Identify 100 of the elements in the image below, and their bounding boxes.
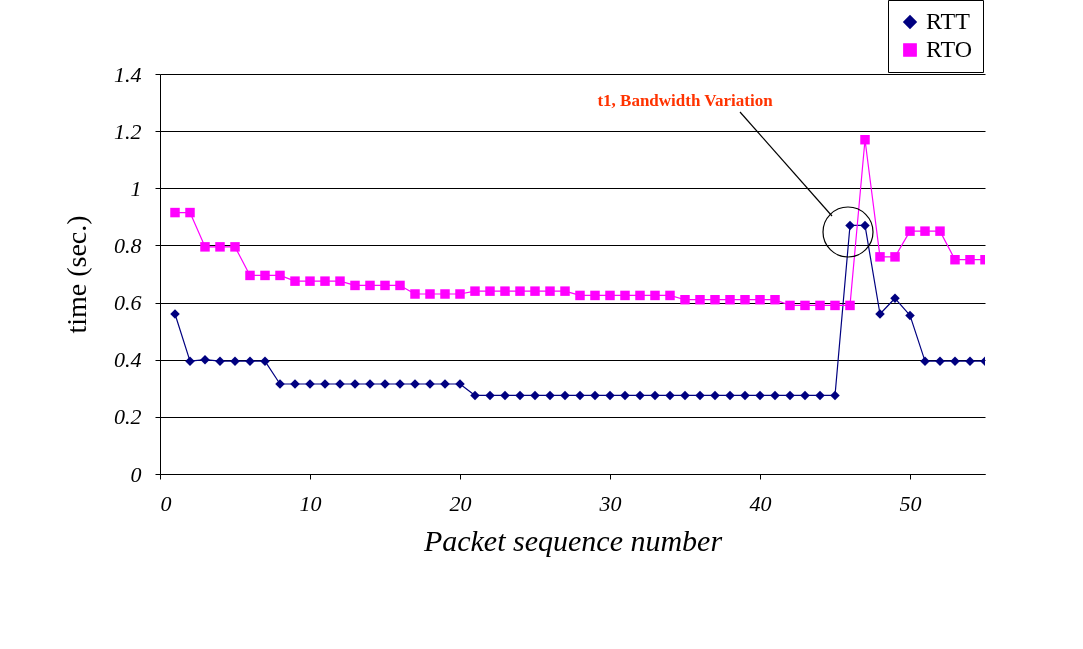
y-tick-label: 1.4 (114, 61, 142, 87)
point (845, 220, 855, 231)
point (410, 289, 420, 299)
point (800, 300, 810, 311)
point (755, 294, 765, 305)
point (575, 390, 585, 401)
point (590, 290, 600, 301)
x-tick-label: 20 (449, 490, 472, 516)
point (665, 290, 675, 301)
point (845, 300, 855, 311)
x-tick-label: 40 (749, 490, 772, 516)
point (515, 390, 525, 401)
point (620, 390, 630, 401)
point (680, 294, 690, 305)
point (215, 242, 225, 252)
point (200, 242, 210, 252)
point (320, 276, 330, 286)
y-tick-label: 0.2 (114, 404, 142, 430)
point (200, 354, 210, 365)
y-tick-label: 0 (130, 461, 142, 487)
point (785, 300, 795, 311)
point (500, 390, 510, 401)
point (590, 390, 600, 401)
x-tick-label: 0 (160, 490, 172, 516)
point (530, 286, 540, 296)
point (305, 276, 315, 286)
legend-label: RTO (926, 36, 973, 62)
x-tick-label: 10 (299, 490, 322, 516)
point (890, 293, 900, 304)
point (185, 207, 195, 218)
point (785, 390, 795, 401)
point (665, 390, 675, 401)
point (605, 390, 615, 401)
point (545, 286, 555, 296)
point (800, 390, 810, 401)
point (815, 390, 825, 401)
point (335, 276, 345, 286)
point (905, 226, 915, 236)
point (755, 390, 765, 401)
point (275, 270, 285, 281)
point (470, 286, 480, 296)
point (440, 289, 450, 299)
point (770, 390, 780, 401)
point (635, 390, 645, 401)
point (935, 226, 945, 236)
point (680, 390, 690, 401)
point (575, 290, 585, 301)
point (230, 242, 240, 252)
point (635, 290, 645, 301)
point (455, 289, 465, 299)
point (170, 207, 180, 218)
point (485, 286, 495, 296)
point (950, 254, 960, 265)
point (350, 280, 360, 291)
point (530, 390, 540, 401)
point (710, 390, 720, 401)
point (290, 276, 300, 286)
point (830, 300, 840, 311)
point (605, 290, 615, 301)
point (515, 286, 525, 296)
x-tick-label: 50 (899, 490, 922, 516)
point (740, 294, 750, 305)
point (830, 390, 840, 401)
point (890, 252, 900, 262)
point (905, 310, 915, 321)
point (860, 220, 870, 231)
point (965, 254, 975, 265)
point (650, 290, 660, 301)
point (560, 286, 570, 296)
point (725, 294, 735, 305)
point (815, 300, 825, 311)
point (725, 390, 735, 401)
annotation: t1, Bandwidth Variation (597, 91, 774, 110)
y-tick-label: 0.4 (114, 347, 142, 373)
point (875, 252, 885, 262)
x-tick-label: 30 (598, 490, 622, 516)
y-tick-label: 1.2 (114, 118, 142, 144)
point (470, 390, 480, 401)
x-axis-title: Packet sequence number (422, 523, 723, 557)
point (365, 280, 375, 291)
point (425, 289, 435, 299)
point (560, 390, 570, 401)
point (485, 390, 495, 401)
point (245, 270, 255, 281)
point (395, 280, 405, 291)
point (860, 134, 870, 145)
point (695, 294, 705, 305)
point (710, 294, 720, 305)
point (500, 286, 510, 296)
y-tick-label: 1 (130, 175, 142, 201)
point (380, 280, 390, 291)
point (740, 390, 750, 401)
point (545, 390, 555, 401)
point (260, 270, 270, 281)
point (695, 390, 705, 401)
point (920, 226, 930, 236)
legend-label: RTT (926, 8, 971, 34)
y-tick-label: 0.8 (114, 232, 142, 258)
point (620, 290, 630, 301)
y-tick-label: 0.6 (114, 290, 142, 316)
